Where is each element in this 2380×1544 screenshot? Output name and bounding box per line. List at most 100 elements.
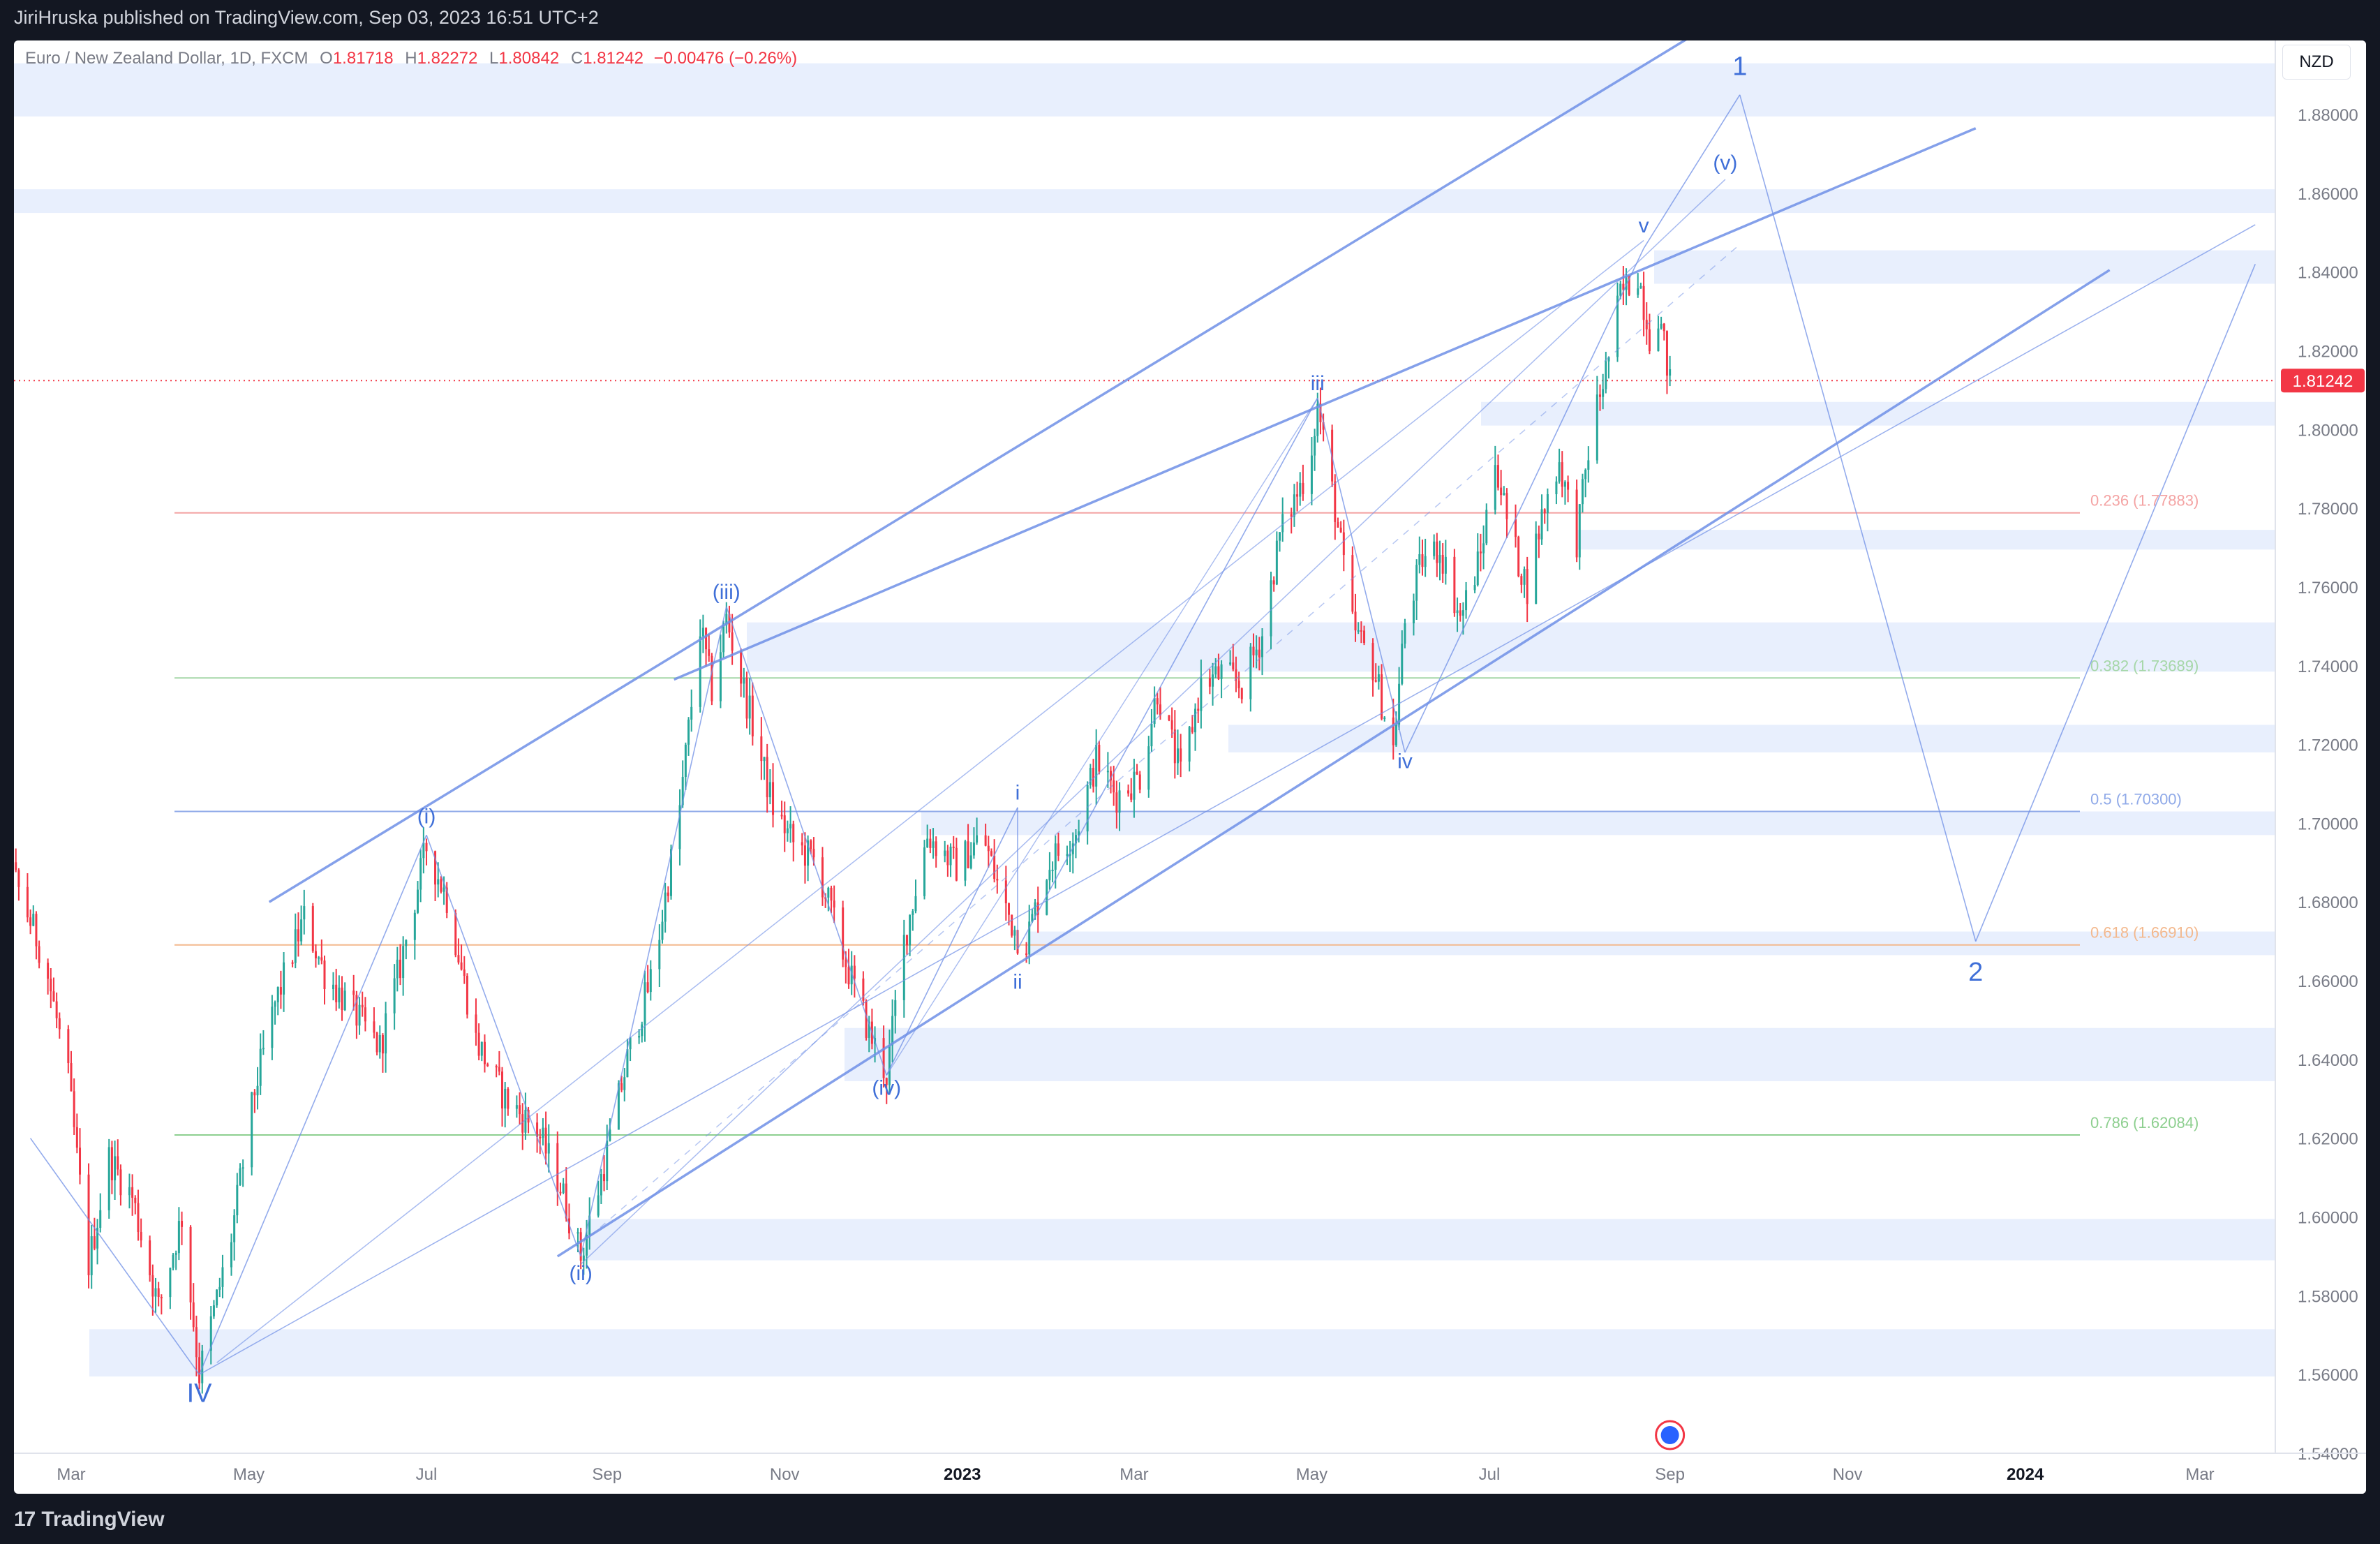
candle-body-352: [1392, 717, 1394, 745]
candle-body-200: [768, 782, 771, 798]
candle-body-184: [705, 628, 708, 650]
candle-body-341: [1342, 532, 1345, 556]
candle-body-44: [134, 1197, 137, 1203]
candle-body-399: [1581, 479, 1584, 505]
candle-body-79: [276, 987, 279, 1002]
candle-body-80: [279, 987, 282, 995]
candle-body-236: [914, 896, 917, 912]
candle-body-269: [1051, 870, 1054, 872]
candle-body-345: [1360, 630, 1362, 632]
candle-body-338: [1334, 481, 1337, 522]
candle-body-203: [783, 815, 786, 833]
chart-frame[interactable]: 0.236 (1.77883) 0.382 (1.73689) 0.5 (1.703…: [14, 40, 2366, 1494]
candle-body-74: [256, 1085, 259, 1096]
candle-body-113: [417, 889, 419, 913]
y-tick-label-3: 1.82000: [2298, 342, 2358, 361]
fib-label-1: 0.382 (1.73689): [2090, 657, 2199, 674]
candle-body-277: [1086, 785, 1089, 832]
candle-body-29: [73, 1091, 75, 1127]
candle-body-273: [1069, 854, 1071, 856]
candle-body-202: [780, 815, 783, 817]
legend-open: 1.81718: [332, 49, 394, 68]
candle-body-208: [803, 845, 806, 866]
candle-body-118: [437, 879, 440, 885]
candle-body-405: [1605, 361, 1607, 389]
candle-body-164: [623, 1077, 626, 1090]
candle-body-116: [425, 842, 428, 852]
y-tick-label-14: 1.60000: [2298, 1209, 2358, 1228]
candle-body-396: [1567, 482, 1570, 490]
wave-label-0: IV: [187, 1379, 213, 1409]
candle-body-311: [1220, 664, 1223, 679]
candle-body-54: [174, 1253, 177, 1255]
candle-body-274: [1071, 843, 1074, 854]
candle-body-205: [789, 824, 792, 829]
x-tick-label-5: 2023: [944, 1465, 981, 1484]
price-chart[interactable]: 0.236 (1.77883) 0.382 (1.73689) 0.5 (1.703…: [14, 40, 2366, 1494]
candle-body-312: [1229, 662, 1232, 665]
candle-body-85: [300, 919, 303, 942]
tradingview-logo[interactable]: 17 TradingView: [14, 1508, 165, 1531]
candle-body-180: [687, 719, 690, 745]
candle-body-247: [964, 841, 967, 881]
candle-body-365: [1441, 555, 1444, 574]
candle-body-420: [1665, 331, 1668, 376]
candle-body-310: [1217, 666, 1220, 679]
candle-body-302: [1188, 727, 1191, 762]
channel-lower-line: [556, 269, 2111, 1258]
candle-body-41: [119, 1169, 122, 1196]
candle-body-204: [786, 828, 789, 833]
candle-body-370: [1462, 610, 1464, 616]
candle-body-102: [373, 1021, 375, 1033]
fib-label-3: 0.618 (1.66910): [2090, 924, 2199, 942]
y-tick-label-12: 1.64000: [2298, 1051, 2358, 1070]
candle-body-186: [711, 655, 713, 702]
candle-body-362: [1433, 541, 1436, 556]
candle-body-332: [1310, 455, 1313, 494]
wave-label-4: (iv): [872, 1077, 901, 1100]
candle-body-43: [131, 1187, 134, 1198]
wave-segment-7: [1017, 397, 1318, 950]
candle-body-136: [507, 1088, 510, 1109]
candle-body-91: [323, 960, 326, 990]
candle-body-179: [684, 744, 687, 778]
candle-body-128: [477, 1032, 480, 1056]
wave-label-2: (ii): [570, 1262, 593, 1285]
candle-body-412: [1637, 288, 1639, 295]
candle-body-286: [1118, 790, 1121, 813]
currency-button[interactable]: NZD: [2282, 45, 2351, 80]
candle-body-216: [833, 900, 835, 908]
y-tick-label-1: 1.86000: [2298, 185, 2358, 204]
candle-body-220: [850, 965, 853, 985]
candle-body-278: [1089, 768, 1092, 785]
candle-body-133: [498, 1067, 500, 1072]
candle-body-401: [1587, 460, 1590, 470]
zone-7: [921, 811, 2275, 836]
tradingview-logo-icon: 17: [14, 1508, 36, 1531]
candle-body-33: [90, 1236, 93, 1275]
candle-body-291: [1138, 774, 1141, 790]
legend-low-label: L: [489, 49, 499, 68]
legend-high: 1.82272: [417, 49, 478, 68]
candle-body-168: [641, 1024, 644, 1037]
candle-body-154: [582, 1255, 585, 1261]
candle-body-86: [303, 906, 306, 920]
candle-body-162: [617, 1083, 620, 1130]
zone-11: [89, 1329, 2275, 1376]
candle-body-238: [926, 838, 929, 848]
candle-body-177: [678, 805, 681, 849]
candle-body-323: [1272, 580, 1275, 585]
candle-body-322: [1270, 580, 1272, 637]
candle-body-20: [35, 914, 38, 947]
zone-10: [586, 1219, 2275, 1261]
candle-body-120: [442, 887, 445, 892]
legend-symbol: Euro / New Zealand Dollar, 1D, FXCM: [25, 49, 308, 68]
candle-body-126: [466, 976, 468, 1015]
candle-body-65: [218, 1286, 221, 1290]
candle-body-103: [375, 1032, 378, 1053]
candle-body-256: [996, 879, 999, 881]
candle-body-131: [486, 1064, 489, 1067]
candle-body-27: [67, 1029, 70, 1064]
candle-body-51: [160, 1297, 163, 1299]
candle-body-69: [236, 1185, 239, 1216]
